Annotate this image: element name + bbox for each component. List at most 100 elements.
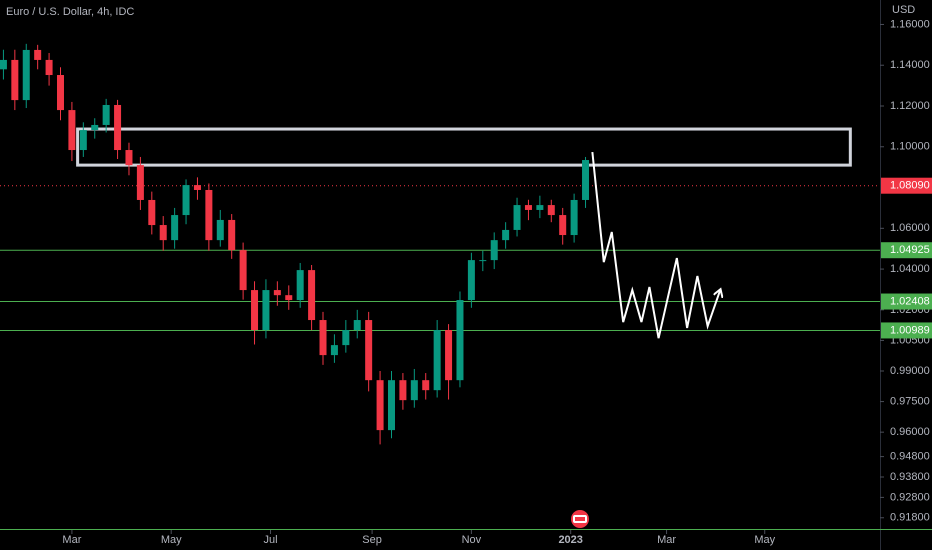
candle-body (148, 199, 156, 226)
y-tick-label: 1.14000 (890, 59, 930, 71)
candle-body (456, 300, 464, 381)
current-price-label: 1.08090 (890, 180, 930, 192)
candle (0, 49, 7, 80)
candle-body (399, 380, 407, 401)
level-label-box (881, 322, 932, 339)
y-tick-label: 0.92800 (890, 491, 930, 503)
candle-body (11, 59, 19, 101)
candle (467, 252, 475, 308)
candle (34, 44, 42, 70)
candle-body (262, 290, 270, 331)
candle (365, 311, 373, 392)
level-label: 1.04925 (890, 244, 930, 256)
candle (45, 53, 53, 86)
candle-body (285, 295, 293, 301)
candle-body (422, 380, 430, 391)
event-icon[interactable] (571, 510, 589, 528)
candle (11, 49, 19, 111)
candle-body (502, 229, 510, 241)
candle (547, 199, 555, 223)
candle-body (125, 150, 133, 166)
candle-body (45, 59, 53, 76)
candle (353, 309, 361, 339)
candle-body (570, 199, 578, 236)
candle (342, 320, 350, 353)
candle (456, 291, 464, 388)
candle-body (479, 260, 487, 262)
level-label: 1.00989 (890, 324, 930, 336)
candle-body (205, 189, 213, 241)
candle-body (171, 215, 179, 241)
candle (410, 368, 418, 408)
candle-body (536, 205, 544, 210)
candle-body (228, 219, 236, 251)
chart-title: Euro / U.S. Dollar, 4h, IDC (6, 6, 134, 18)
candle (273, 281, 281, 306)
candle-body (559, 215, 567, 236)
y-tick-label: 0.94800 (890, 451, 930, 463)
x-tick-label: May (161, 534, 182, 546)
x-tick-label: Mar (62, 534, 81, 546)
current-price-label-box (881, 177, 932, 194)
x-tick-label: May (754, 534, 775, 546)
candle-body (547, 205, 555, 216)
y-tick-label: 0.93800 (890, 471, 930, 483)
candle (22, 43, 30, 109)
candle (239, 242, 247, 300)
candle-body (239, 250, 247, 291)
candle (68, 101, 76, 162)
candle (205, 183, 213, 251)
candle (399, 373, 407, 410)
candle (171, 207, 179, 249)
candle (285, 285, 293, 310)
candle-body (490, 240, 498, 261)
candle (182, 179, 190, 225)
x-tick-label: 2023 (558, 534, 582, 546)
candle (570, 193, 578, 243)
candle-body (308, 270, 316, 321)
x-tick-label: Sep (362, 534, 382, 546)
candle (102, 98, 110, 133)
candle-body (193, 185, 201, 190)
candle-body (513, 205, 521, 230)
x-tick-label: Nov (462, 534, 482, 546)
candle-body (342, 330, 350, 346)
candle-body (22, 49, 30, 101)
candle (513, 197, 521, 237)
x-tick-label: Mar (657, 534, 676, 546)
candle (114, 99, 122, 159)
candle (262, 279, 270, 339)
candle-body (410, 380, 418, 401)
candle (422, 373, 430, 400)
candle (308, 265, 316, 331)
candle-body (353, 320, 361, 331)
candle-body (330, 345, 338, 356)
candle (251, 281, 259, 345)
candle (387, 371, 395, 439)
y-tick-label: 1.12000 (890, 100, 930, 112)
candle-body (524, 205, 532, 210)
candle (193, 177, 201, 200)
candle-body (182, 185, 190, 216)
supply-zone (76, 127, 852, 167)
level-label-box (881, 293, 932, 310)
y-tick-label: 1.04000 (890, 263, 930, 275)
candle (559, 207, 567, 245)
candle (56, 67, 64, 121)
candle (91, 118, 99, 139)
candle (524, 199, 532, 221)
candle (319, 311, 327, 365)
candle-body (296, 270, 304, 301)
y-tick-label: 0.91800 (890, 512, 930, 524)
y-tick-label: 1.10000 (890, 141, 930, 153)
y-tick-label: 0.99000 (890, 365, 930, 377)
candle (79, 122, 87, 157)
candle (490, 232, 498, 270)
candle (582, 156, 590, 208)
projection-path (591, 151, 720, 339)
level-label-box (881, 242, 932, 259)
candle (445, 324, 453, 400)
